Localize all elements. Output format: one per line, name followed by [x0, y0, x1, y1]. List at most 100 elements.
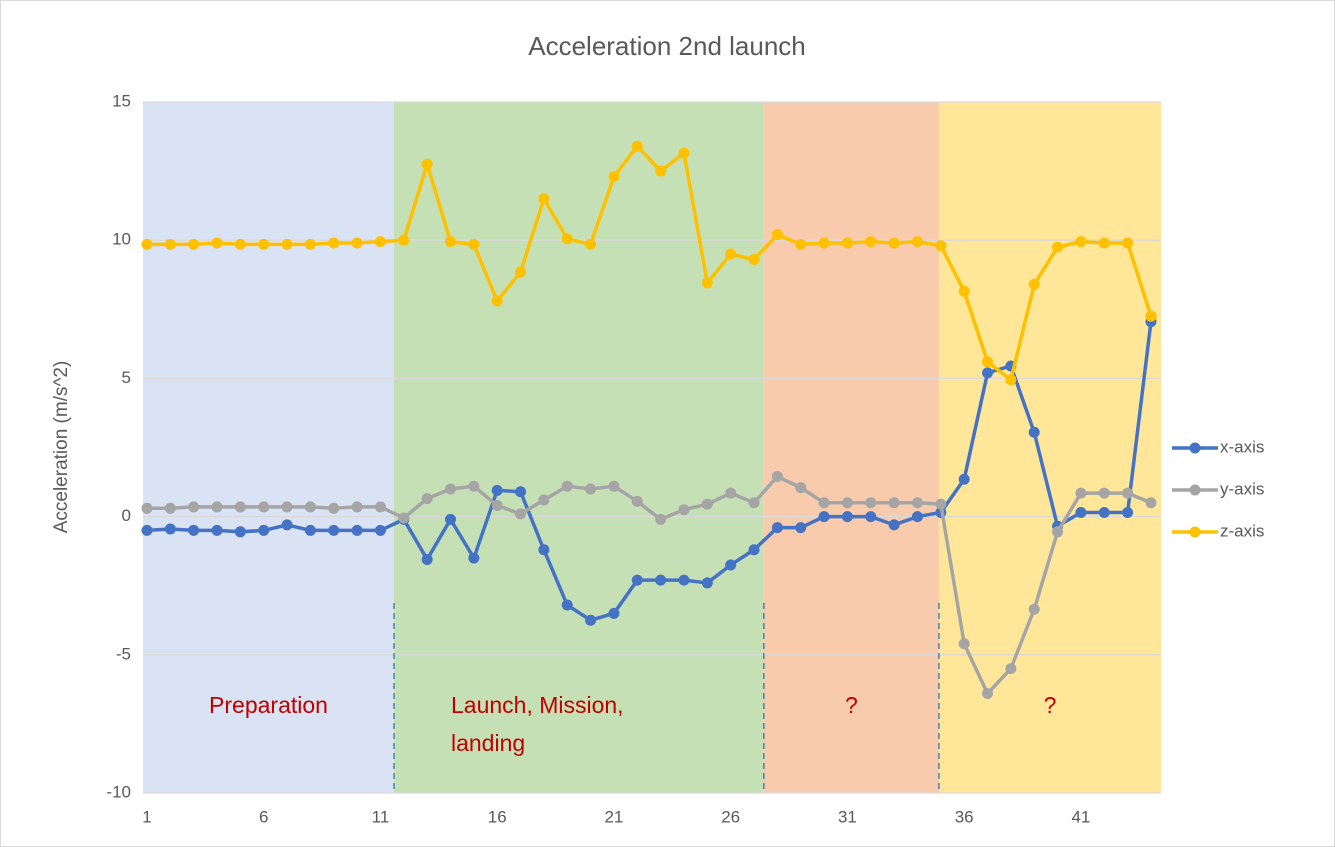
series-marker — [258, 238, 270, 250]
series-marker — [795, 238, 807, 250]
series-marker — [281, 238, 293, 250]
series-marker — [1052, 241, 1064, 253]
y-tick-label: 15 — [112, 91, 131, 110]
series-marker — [958, 285, 970, 297]
region-label: landing — [451, 730, 525, 756]
y-tick-label: 10 — [112, 230, 131, 249]
x-tick-label: 26 — [721, 807, 740, 826]
legend-label: x-axis — [1220, 437, 1264, 456]
series-marker — [865, 511, 877, 523]
legend-label: z-axis — [1220, 521, 1264, 540]
region — [143, 102, 394, 793]
series-marker — [421, 158, 433, 170]
series-marker — [888, 519, 900, 531]
series-marker — [1145, 310, 1157, 322]
series-marker — [164, 238, 176, 250]
series-marker — [608, 171, 620, 183]
series-marker — [561, 599, 573, 611]
series-marker — [631, 574, 643, 586]
series-marker — [725, 487, 737, 499]
series-marker — [982, 367, 994, 379]
series-marker — [865, 236, 877, 248]
series-marker — [398, 512, 410, 524]
region — [938, 102, 1161, 793]
region — [763, 102, 939, 793]
series-marker — [748, 544, 760, 556]
series-marker — [328, 502, 340, 514]
x-tick-label: 11 — [372, 807, 390, 826]
series-marker — [1122, 506, 1134, 518]
series-marker — [1075, 236, 1087, 248]
series-marker — [631, 140, 643, 152]
series-marker — [538, 494, 550, 506]
series-marker — [468, 552, 480, 564]
series-marker — [631, 495, 643, 507]
series-marker — [1098, 487, 1110, 499]
series-marker — [748, 254, 760, 266]
series-marker — [351, 524, 363, 536]
series-marker — [585, 614, 597, 626]
series-marker — [141, 524, 153, 536]
series-marker — [982, 356, 994, 368]
region-label: Preparation — [209, 692, 328, 718]
series-marker — [211, 501, 223, 513]
series-marker — [1122, 237, 1134, 249]
series-marker — [1005, 374, 1017, 386]
series-marker — [1052, 526, 1064, 538]
series-marker — [1005, 663, 1017, 675]
region-label: ? — [1044, 692, 1057, 718]
series-marker — [281, 519, 293, 531]
series-marker — [164, 502, 176, 514]
series-marker — [818, 511, 830, 523]
series-marker — [958, 473, 970, 485]
series-marker — [701, 577, 713, 589]
series-marker — [141, 238, 153, 250]
series-marker — [771, 229, 783, 241]
series-marker — [398, 234, 410, 246]
series-marker — [795, 522, 807, 534]
series-marker — [841, 237, 853, 249]
series-marker — [678, 504, 690, 516]
y-axis-label: Acceleration (m/s^2) — [51, 361, 72, 534]
region-label: ? — [845, 692, 858, 718]
series-marker — [304, 501, 316, 513]
series-marker — [818, 497, 830, 509]
series-marker — [725, 248, 737, 260]
series-marker — [795, 482, 807, 494]
series-marker — [468, 480, 480, 492]
series-marker — [585, 483, 597, 495]
series-marker — [234, 501, 246, 513]
series-marker — [374, 501, 386, 513]
series-marker — [608, 480, 620, 492]
series-marker — [515, 266, 527, 278]
series-marker — [491, 484, 503, 496]
series-marker — [188, 238, 200, 250]
legend-marker — [1189, 526, 1201, 538]
series-marker — [538, 544, 550, 556]
series-marker — [445, 483, 457, 495]
series-marker — [725, 559, 737, 571]
series-marker — [935, 498, 947, 510]
legend-marker — [1189, 484, 1201, 496]
series-marker — [678, 147, 690, 159]
series-marker — [655, 513, 667, 525]
series-marker — [888, 237, 900, 249]
series-marker — [1098, 506, 1110, 518]
series-marker — [328, 524, 340, 536]
series-marker — [281, 501, 293, 513]
series-marker — [701, 498, 713, 510]
y-tick-label: -10 — [106, 782, 131, 801]
y-tick-label: -5 — [116, 644, 131, 663]
series-marker — [1122, 487, 1134, 499]
y-tick-label: 0 — [122, 506, 131, 525]
series-marker — [234, 526, 246, 538]
chart-title: Acceleration 2nd launch — [528, 31, 806, 61]
series-marker — [608, 607, 620, 619]
series-marker — [1028, 603, 1040, 615]
series-marker — [1075, 487, 1087, 499]
series-marker — [468, 238, 480, 250]
series-marker — [655, 165, 667, 177]
series-marker — [678, 574, 690, 586]
x-tick-label: 21 — [604, 807, 623, 826]
